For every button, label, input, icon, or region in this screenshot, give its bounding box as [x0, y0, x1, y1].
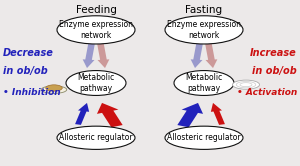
Text: Increase: Increase: [250, 48, 297, 58]
Text: Fasting: Fasting: [185, 5, 223, 15]
Ellipse shape: [57, 16, 135, 44]
Text: Feeding: Feeding: [76, 5, 116, 15]
Text: Enzyme expression
network: Enzyme expression network: [167, 20, 241, 40]
FancyArrow shape: [97, 103, 123, 127]
Text: Metabolic
pathway: Metabolic pathway: [185, 73, 223, 93]
FancyArrow shape: [97, 44, 109, 68]
FancyArrow shape: [211, 103, 225, 125]
Ellipse shape: [66, 71, 126, 95]
Text: Allosteric regulator: Allosteric regulator: [167, 133, 241, 142]
Ellipse shape: [174, 71, 234, 95]
FancyArrow shape: [205, 44, 217, 68]
Ellipse shape: [41, 86, 67, 93]
Text: in ob/ob: in ob/ob: [3, 66, 48, 76]
FancyArrow shape: [75, 103, 89, 125]
FancyArrow shape: [83, 44, 95, 68]
Text: • Inhibition: • Inhibition: [3, 88, 61, 97]
FancyArrow shape: [177, 103, 203, 127]
Ellipse shape: [165, 16, 243, 44]
Ellipse shape: [57, 126, 135, 149]
Ellipse shape: [165, 126, 243, 149]
Text: Enzyme expression
network: Enzyme expression network: [59, 20, 133, 40]
Text: • Activation: • Activation: [237, 88, 297, 97]
Text: in ob/ob: in ob/ob: [252, 66, 297, 76]
FancyArrow shape: [191, 44, 203, 68]
Text: Decrease: Decrease: [3, 48, 54, 58]
Ellipse shape: [46, 85, 62, 91]
Text: Allosteric regulator: Allosteric regulator: [59, 133, 133, 142]
Ellipse shape: [232, 80, 260, 89]
Text: Metabolic
pathway: Metabolic pathway: [77, 73, 115, 93]
